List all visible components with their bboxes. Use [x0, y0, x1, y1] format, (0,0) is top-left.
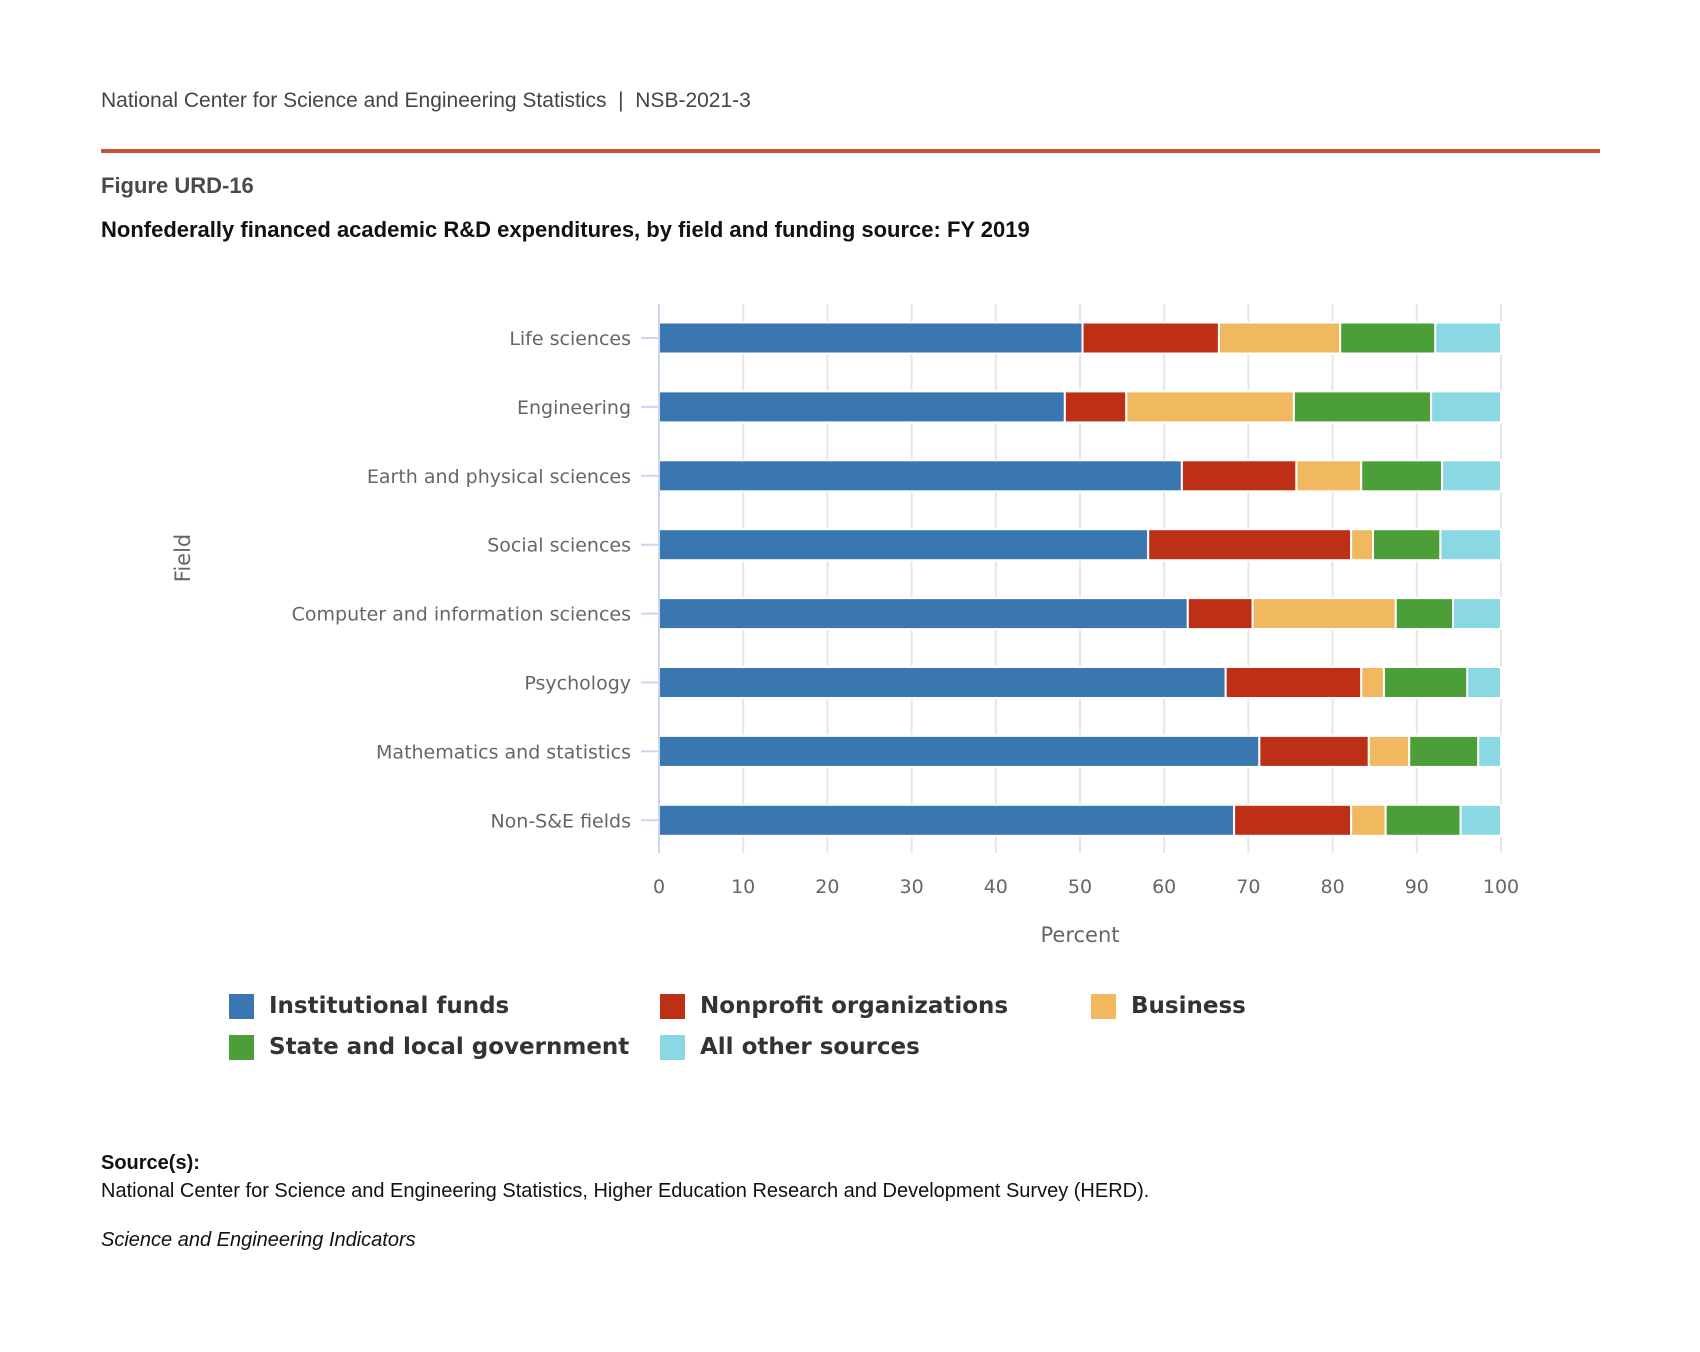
bar-segment-business[interactable]: [1251, 597, 1397, 631]
x-tick-label: 60: [1152, 876, 1176, 898]
bar-segment-institutional-funds[interactable]: [658, 390, 1066, 424]
x-tick-label: 40: [984, 876, 1008, 898]
x-tick-label: 10: [731, 876, 755, 898]
bar-segment-institutional-funds[interactable]: [658, 734, 1261, 768]
y-tick-label: Non-S&E fields: [490, 810, 631, 832]
bar-segment-business[interactable]: [1360, 666, 1385, 699]
y-tick-label: Social sciences: [487, 535, 631, 557]
bar-segment-state-and-local-government[interactable]: [1372, 528, 1442, 562]
header-separator: |: [618, 89, 624, 112]
legend-item[interactable]: State and local government: [229, 1034, 629, 1060]
bar-segment-institutional-funds[interactable]: [658, 597, 1189, 631]
bar-segment-institutional-funds[interactable]: [658, 321, 1084, 355]
legend-item[interactable]: Institutional funds: [229, 993, 509, 1019]
x-tick-label: 70: [1236, 876, 1260, 898]
legend-swatch: [229, 993, 254, 1019]
bar-segment-all-other-sources[interactable]: [1452, 597, 1502, 631]
legend-label: Institutional funds: [269, 993, 510, 1019]
legend-label: Business: [1131, 993, 1246, 1019]
bar-segment-state-and-local-government[interactable]: [1360, 459, 1444, 493]
legend-swatch: [660, 993, 685, 1019]
bar-segment-all-other-sources[interactable]: [1439, 528, 1502, 562]
bar-segment-nonprofit-organizations[interactable]: [1081, 321, 1220, 355]
header-org: National Center for Science and Engineer…: [101, 89, 607, 112]
x-axis: 0 10 20 30 40 50 60 70 80 90 100: [653, 876, 1519, 898]
y-tick-label: Mathematics and statistics: [376, 741, 631, 763]
x-tick-label: 90: [1405, 876, 1429, 898]
bar-segment-all-other-sources[interactable]: [1441, 459, 1503, 493]
x-tick-label: 30: [900, 876, 924, 898]
publication-name: Science and Engineering Indicators: [101, 1229, 416, 1251]
bar-segment-nonprofit-organizations[interactable]: [1186, 597, 1254, 631]
bar-segment-business[interactable]: [1350, 803, 1387, 837]
bar-segment-state-and-local-government[interactable]: [1339, 321, 1437, 355]
y-tick-label: Psychology: [524, 673, 631, 695]
bar-segment-all-other-sources[interactable]: [1430, 390, 1503, 424]
bars: [658, 321, 1503, 837]
stacked-bar-chart: Life sciences Engineering Earth and physic…: [171, 304, 1519, 947]
x-tick-label: 0: [653, 876, 665, 898]
y-tick-label: Life sciences: [509, 328, 631, 350]
legend-swatch: [229, 1034, 254, 1060]
header-report-id: NSB-2021-3: [635, 89, 751, 112]
bar-segment-all-other-sources[interactable]: [1477, 734, 1502, 768]
figure-label: Figure URD-16: [101, 173, 254, 198]
source-text: National Center for Science and Engineer…: [101, 1180, 1150, 1202]
bar-segment-institutional-funds[interactable]: [658, 459, 1183, 493]
x-tick-label: 20: [815, 876, 839, 898]
x-tick-label: 100: [1483, 876, 1519, 898]
y-tick-label: Computer and information sciences: [292, 604, 631, 626]
gridlines: [742, 304, 1502, 853]
bar-segment-business[interactable]: [1125, 390, 1295, 424]
legend-item[interactable]: Nonprofit organizations: [660, 993, 1008, 1019]
bar-segment-nonprofit-organizations[interactable]: [1180, 459, 1298, 493]
legend-label: Nonprofit organizations: [700, 993, 1009, 1019]
bar-segment-all-other-sources[interactable]: [1466, 666, 1502, 699]
bar-segment-state-and-local-government[interactable]: [1394, 597, 1455, 631]
bar-segment-business[interactable]: [1295, 459, 1363, 493]
legend-label: All other sources: [700, 1034, 920, 1060]
legend-label: State and local government: [269, 1034, 630, 1060]
bar-segment-nonprofit-organizations[interactable]: [1233, 803, 1353, 837]
bar-segment-business[interactable]: [1350, 528, 1375, 562]
bar-segment-institutional-funds[interactable]: [658, 528, 1150, 562]
bar-segment-nonprofit-organizations[interactable]: [1147, 528, 1353, 562]
bar-segment-nonprofit-organizations[interactable]: [1258, 734, 1370, 768]
legend-swatch: [660, 1034, 685, 1060]
figure-title: Nonfederally financed academic R&D expen…: [101, 217, 1030, 242]
legend-item[interactable]: Business: [1091, 993, 1246, 1019]
bar-segment-state-and-local-government[interactable]: [1408, 734, 1480, 768]
y-axis-title: Field: [171, 534, 195, 582]
bar-segment-all-other-sources[interactable]: [1459, 803, 1502, 837]
source-heading: Source(s):: [101, 1152, 200, 1174]
y-axis: Life sciences Engineering Earth and physic…: [292, 304, 660, 853]
x-tick-label: 50: [1068, 876, 1092, 898]
x-axis-title: Percent: [1040, 923, 1119, 947]
bar-segment-institutional-funds[interactable]: [658, 803, 1236, 837]
bar-segment-state-and-local-government[interactable]: [1384, 803, 1462, 837]
x-tick-label: 80: [1321, 876, 1345, 898]
y-tick-label: Earth and physical sciences: [367, 466, 631, 488]
bar-segment-nonprofit-organizations[interactable]: [1224, 666, 1363, 699]
header-divider: [101, 149, 1600, 153]
bar-segment-business[interactable]: [1367, 734, 1411, 768]
bar-segment-institutional-funds[interactable]: [658, 666, 1227, 699]
header-line: National Center for Science and Engineer…: [101, 89, 751, 113]
bar-segment-state-and-local-government[interactable]: [1292, 390, 1433, 424]
bar-segment-business[interactable]: [1217, 321, 1342, 355]
bar-segment-all-other-sources[interactable]: [1434, 321, 1502, 355]
bar-segment-state-and-local-government[interactable]: [1382, 666, 1469, 699]
legend-swatch: [1091, 993, 1116, 1019]
legend-item[interactable]: All other sources: [660, 1034, 920, 1060]
bar-segment-nonprofit-organizations[interactable]: [1063, 390, 1128, 424]
y-tick-label: Engineering: [517, 397, 631, 419]
